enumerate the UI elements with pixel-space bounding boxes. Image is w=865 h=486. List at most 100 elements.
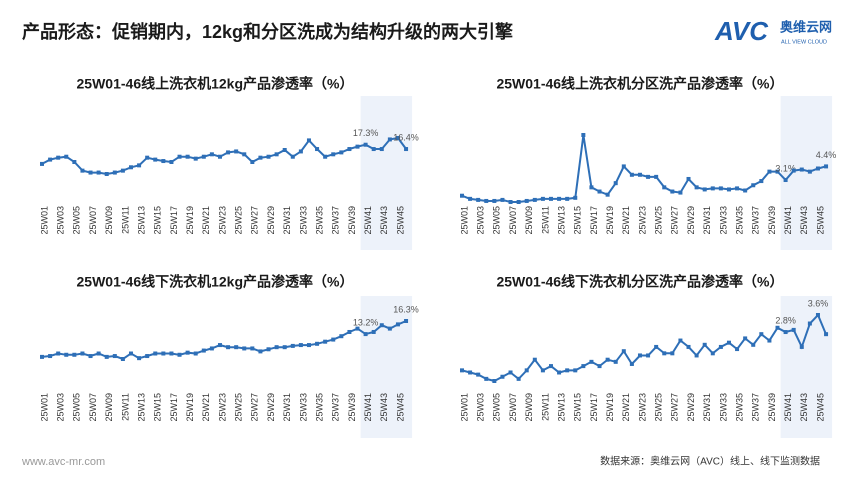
- point: [387, 137, 392, 142]
- x-tick-label: 25W25: [654, 206, 664, 235]
- x-tick-label: 25W37: [751, 393, 761, 422]
- x-tick-label: 25W17: [589, 206, 599, 235]
- point: [815, 313, 820, 317]
- data-label: 2.8%: [775, 315, 796, 325]
- point: [492, 198, 497, 203]
- point: [791, 168, 796, 173]
- point: [80, 351, 85, 356]
- data-label: 17.3%: [353, 128, 379, 138]
- point: [621, 164, 626, 169]
- x-tick-label: 25W25: [234, 393, 244, 422]
- website: www.avc-mr.com: [21, 456, 105, 468]
- x-tick-label: 25W33: [718, 393, 728, 422]
- point: [573, 368, 578, 373]
- x-tick-label: 25W03: [476, 393, 486, 422]
- x-tick-label: 25W01: [459, 206, 469, 235]
- point: [339, 150, 344, 155]
- point: [548, 364, 553, 369]
- point: [315, 147, 320, 152]
- point: [209, 152, 214, 157]
- chart-title: 25W01-46线下洗衣机12kg产品渗透率（%）: [77, 274, 354, 290]
- point: [40, 161, 44, 166]
- point: [767, 169, 772, 174]
- point: [646, 353, 651, 358]
- point: [250, 346, 255, 351]
- point: [815, 166, 820, 171]
- point: [791, 327, 796, 332]
- x-tick-label: 25W45: [815, 393, 825, 422]
- point: [395, 136, 400, 140]
- point: [573, 195, 578, 200]
- point: [274, 152, 279, 157]
- x-tick-label: 25W11: [540, 393, 550, 421]
- line: [461, 313, 827, 383]
- point: [266, 347, 271, 352]
- point: [646, 174, 651, 179]
- x-tick-label: 25W23: [217, 393, 227, 422]
- point: [177, 154, 182, 159]
- x-tick-label: 25W23: [217, 206, 227, 235]
- point: [331, 152, 336, 157]
- point: [654, 174, 659, 179]
- highlight-band: [780, 96, 833, 250]
- point: [363, 332, 368, 337]
- x-tick-label: 25W41: [783, 393, 793, 422]
- point: [169, 351, 174, 356]
- point: [274, 345, 279, 350]
- point: [282, 345, 287, 350]
- point: [476, 372, 481, 377]
- source-note: 数据来源：奥维云网（AVC）线上、线下监测数据: [600, 455, 820, 468]
- point: [226, 150, 231, 155]
- x-tick-label: 25W03: [56, 393, 66, 422]
- x-tick-label: 25W43: [379, 206, 389, 235]
- point: [40, 354, 44, 359]
- point: [404, 147, 409, 152]
- point: [702, 187, 707, 192]
- x-tick-label: 25W05: [72, 206, 82, 235]
- point: [226, 345, 231, 350]
- x-tick-label: 25W07: [508, 393, 518, 422]
- point: [88, 170, 93, 175]
- point: [64, 352, 69, 357]
- point: [500, 197, 505, 202]
- x-tick-label: 25W39: [767, 206, 777, 235]
- x-tick-label: 25W07: [88, 206, 98, 235]
- point: [605, 357, 610, 362]
- point: [807, 321, 812, 326]
- point: [242, 152, 247, 157]
- line: [41, 320, 407, 361]
- point: [371, 329, 376, 334]
- x-tick-label: 25W33: [298, 393, 308, 422]
- x-tick-label: 25W27: [670, 393, 680, 422]
- x-tick-label: 25W15: [153, 206, 163, 235]
- logo-mark: AVC: [714, 16, 769, 46]
- x-tick-label: 25W31: [282, 206, 292, 235]
- point: [379, 147, 384, 152]
- point: [193, 351, 198, 356]
- point: [258, 349, 263, 354]
- point: [64, 154, 69, 159]
- point: [694, 353, 699, 358]
- x-tick-label: 25W09: [524, 393, 534, 422]
- data-label: 3.1%: [775, 163, 796, 173]
- x-tick-label: 25W05: [492, 206, 502, 235]
- point: [290, 154, 295, 159]
- point: [387, 326, 392, 331]
- point: [217, 343, 222, 348]
- x-tick-label: 25W39: [347, 393, 357, 422]
- x-tick-label: 25W41: [363, 206, 373, 235]
- point: [169, 160, 174, 164]
- point: [524, 198, 529, 203]
- x-tick-label: 25W27: [250, 206, 260, 235]
- point: [678, 190, 683, 195]
- point: [726, 340, 731, 345]
- point: [153, 351, 158, 356]
- x-tick-label: 25W01: [39, 206, 49, 235]
- point: [484, 376, 489, 381]
- x-tick-label: 25W13: [136, 393, 146, 422]
- point: [516, 200, 521, 204]
- x-tick-label: 25W07: [88, 393, 98, 422]
- point: [460, 368, 464, 373]
- x-tick-label: 25W37: [331, 393, 341, 422]
